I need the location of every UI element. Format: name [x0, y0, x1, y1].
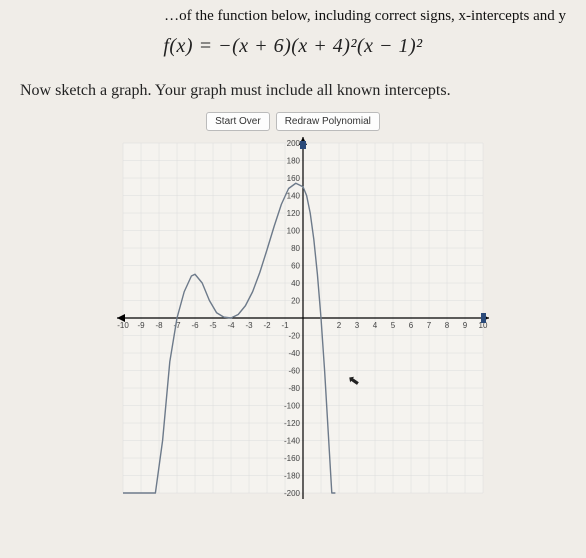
svg-text:-60: -60: [288, 367, 300, 376]
svg-text:-4: -4: [227, 321, 235, 330]
svg-text:7: 7: [427, 321, 432, 330]
svg-text:-100: -100: [284, 402, 301, 411]
svg-text:-2: -2: [263, 321, 271, 330]
equation: f(x) = −(x + 6)(x + 4)²(x − 1)²: [20, 35, 566, 58]
svg-text:9: 9: [463, 321, 468, 330]
graph-container: Start Over Redraw Polynomial -10-9-8-7-6…: [83, 112, 503, 513]
svg-text:-40: -40: [288, 349, 300, 358]
svg-text:80: 80: [291, 244, 300, 253]
start-over-button[interactable]: Start Over: [206, 112, 270, 131]
svg-text:8: 8: [445, 321, 450, 330]
svg-text:2: 2: [337, 321, 342, 330]
svg-text:160: 160: [287, 174, 301, 183]
svg-text:-80: -80: [288, 384, 300, 393]
svg-text:120: 120: [287, 209, 301, 218]
svg-text:-200: -200: [284, 489, 301, 498]
svg-text:180: 180: [287, 157, 301, 166]
svg-text:-3: -3: [245, 321, 253, 330]
svg-text:-10: -10: [117, 321, 129, 330]
svg-text:3: 3: [355, 321, 360, 330]
svg-text:-140: -140: [284, 437, 301, 446]
svg-text:140: 140: [287, 192, 301, 201]
svg-text:-180: -180: [284, 472, 301, 481]
svg-text:-6: -6: [191, 321, 199, 330]
svg-text:5: 5: [391, 321, 396, 330]
svg-text:-9: -9: [137, 321, 145, 330]
top-fragment-text: …of the function below, including correc…: [20, 8, 566, 25]
svg-text:20: 20: [291, 297, 300, 306]
svg-text:-120: -120: [284, 419, 301, 428]
svg-text:-1: -1: [281, 321, 289, 330]
redraw-polynomial-button[interactable]: Redraw Polynomial: [276, 112, 380, 131]
instruction-text: Now sketch a graph. Your graph must incl…: [20, 82, 566, 100]
svg-text:-160: -160: [284, 454, 301, 463]
svg-text:-8: -8: [155, 321, 163, 330]
svg-text:60: 60: [291, 262, 300, 271]
polynomial-graph[interactable]: -10-9-8-7-6-5-4-3-2-12345678910204060801…: [83, 133, 503, 513]
svg-text:40: 40: [291, 279, 300, 288]
svg-text:6: 6: [409, 321, 414, 330]
svg-text:-20: -20: [288, 332, 300, 341]
svg-text:200: 200: [287, 139, 301, 148]
svg-text:-5: -5: [209, 321, 217, 330]
svg-text:4: 4: [373, 321, 378, 330]
svg-text:100: 100: [287, 227, 301, 236]
